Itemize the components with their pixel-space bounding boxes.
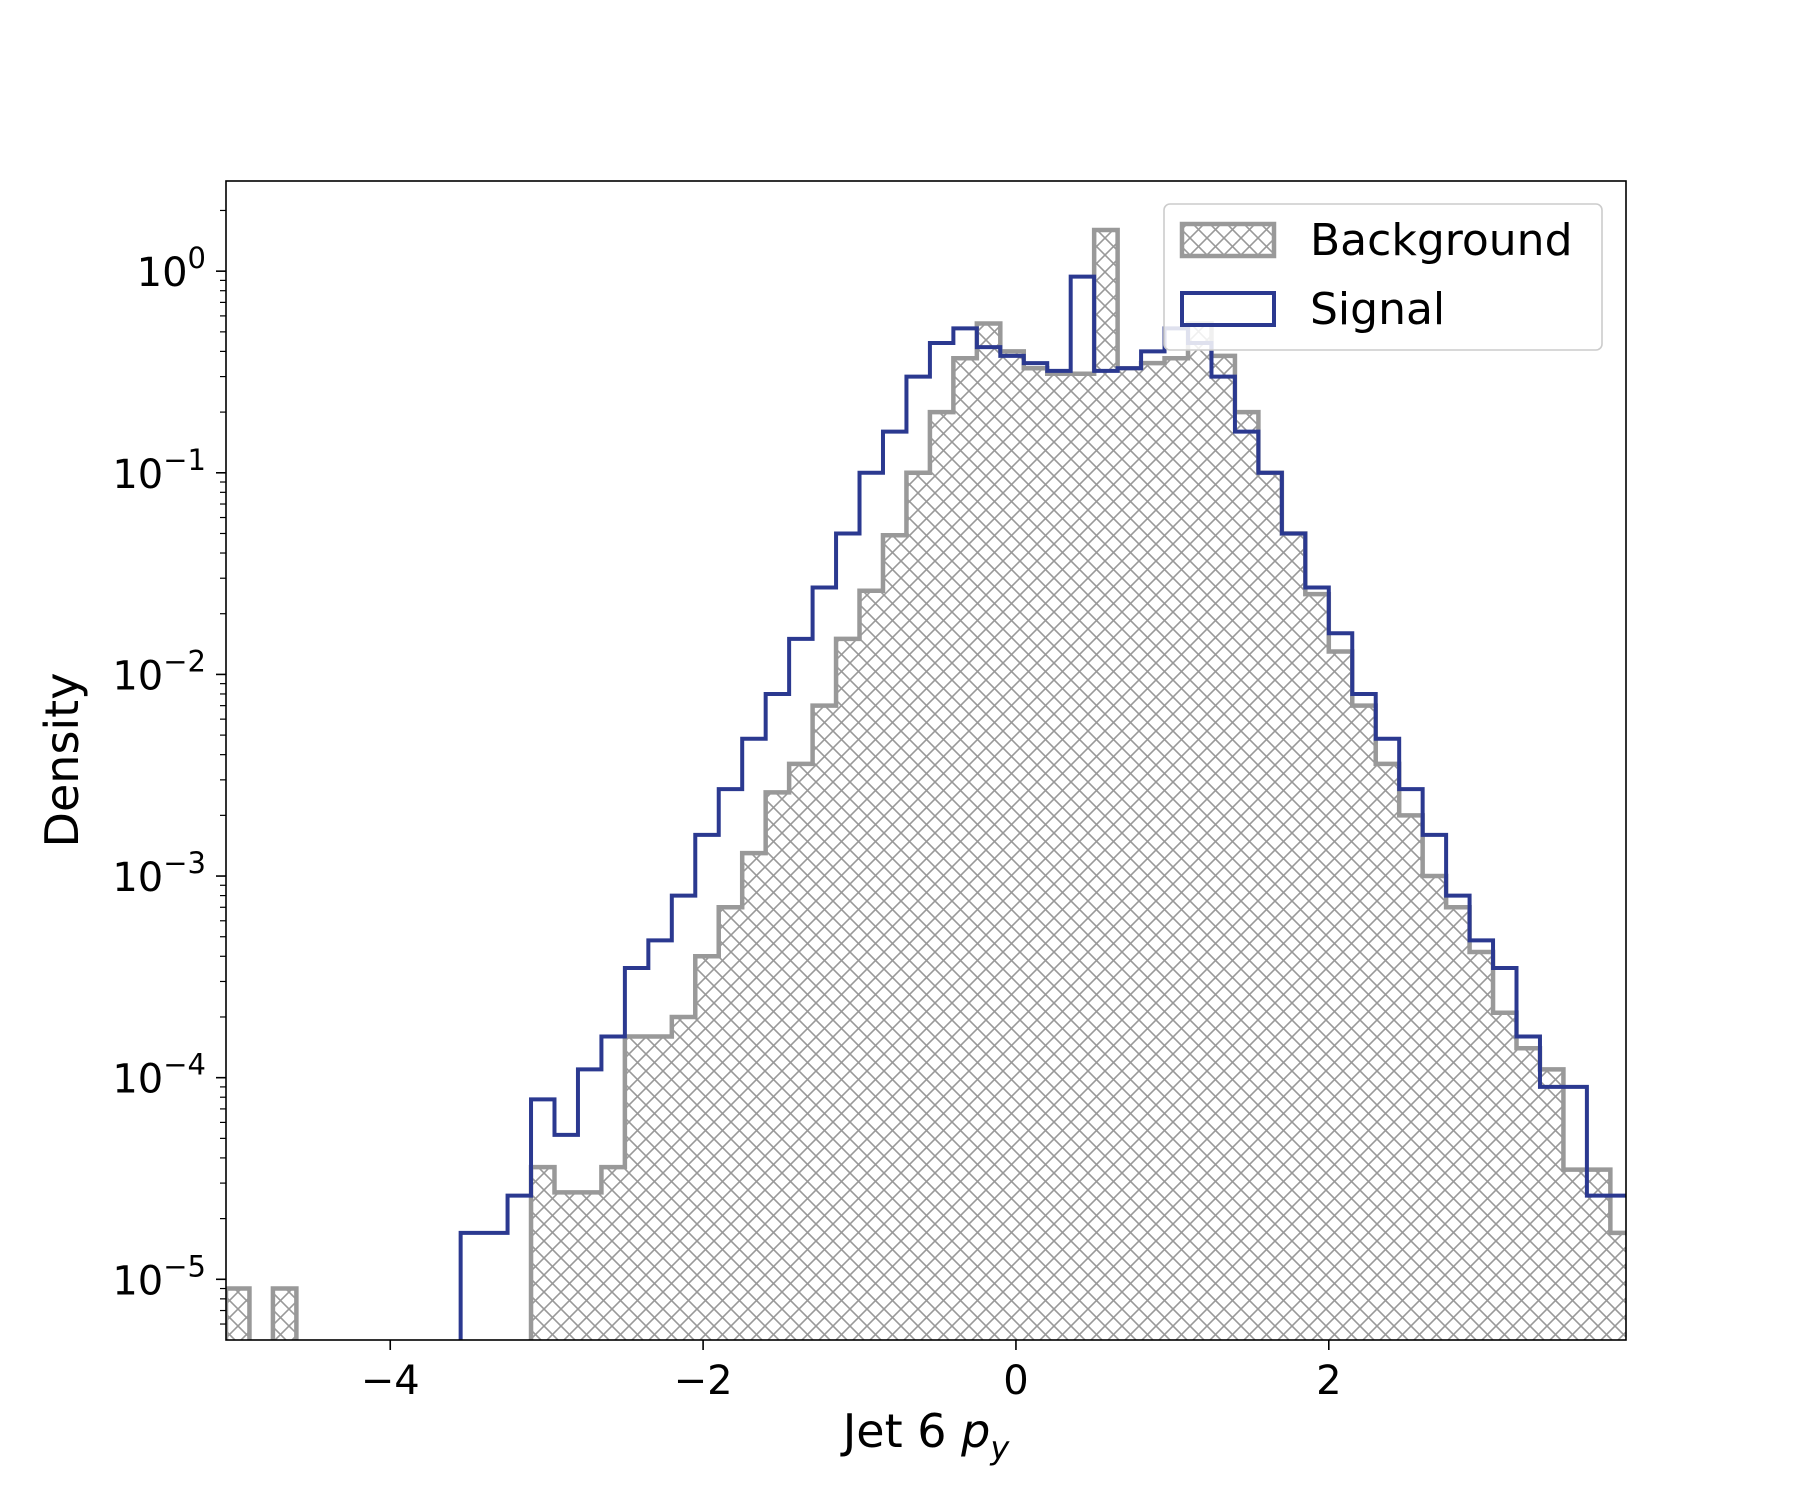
y-axis-ticks: 100 10−1 10−2 10−3 10−4 10−5 (112, 209, 226, 1325)
y-tick-label: 10−2 (112, 644, 206, 699)
x-tick-label: 0 (1003, 1358, 1028, 1404)
y-tick-label: 10−5 (112, 1249, 206, 1304)
x-tick-label: −2 (674, 1358, 733, 1404)
x-axis-ticks: −4 −2 0 2 (361, 1340, 1342, 1404)
signal-step-line (458, 274, 1626, 1340)
plot-area (226, 227, 1626, 1340)
legend-signal-label: Signal (1310, 284, 1445, 335)
legend-background-label: Background (1310, 215, 1573, 266)
y-axis-title: Density (35, 673, 89, 848)
y-tick-label: 100 (137, 241, 206, 296)
x-tick-label: 2 (1316, 1358, 1341, 1404)
legend-signal-swatch (1180, 291, 1276, 327)
background-hatch-fill (226, 230, 1626, 1340)
legend: Background Signal (1163, 203, 1603, 351)
legend-background-swatch (1179, 221, 1277, 259)
y-tick-label: 10−4 (112, 1048, 206, 1103)
axes-frame (225, 180, 1627, 1341)
x-axis-title: Jet 6 py (840, 1404, 1011, 1467)
y-tick-label: 10−3 (112, 846, 206, 901)
x-tick-label: −4 (361, 1358, 420, 1404)
y-tick-label: 10−1 (112, 443, 206, 498)
